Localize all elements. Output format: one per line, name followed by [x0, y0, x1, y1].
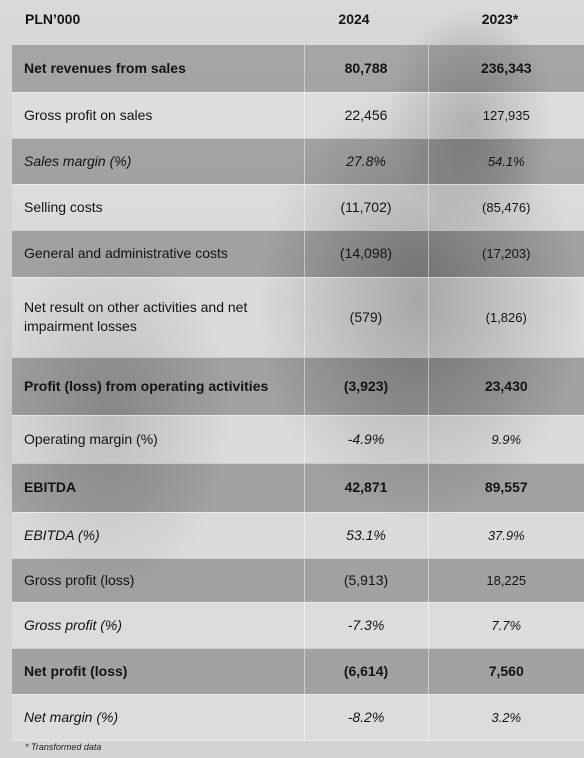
- value-2024: (579): [303, 277, 428, 358]
- row-label: Net margin (%): [12, 694, 304, 741]
- row-label: Sales margin (%): [12, 138, 304, 185]
- row-label: EBITDA (%): [12, 512, 304, 559]
- value-2023: 23,430: [427, 357, 584, 416]
- footnote: * Transformed data: [25, 742, 102, 752]
- value-2024: (5,913): [303, 558, 428, 603]
- table-row: Gross profit (loss) (5,913) 18,225: [12, 558, 584, 603]
- row-label: Net revenues from sales: [12, 45, 304, 93]
- value-2024: 80,788: [303, 45, 428, 93]
- row-label: Gross profit (%): [12, 602, 304, 649]
- value-2023: 3.2%: [427, 694, 584, 741]
- table-row: Net profit (loss) (6,614) 7,560: [12, 648, 584, 695]
- value-2023: 236,343: [427, 45, 584, 93]
- value-2023: 37.9%: [427, 512, 584, 559]
- table-row: Selling costs (11,702) (85,476): [12, 184, 584, 231]
- value-2024: (3,923): [303, 357, 428, 416]
- table-row: EBITDA 42,871 89,557: [12, 463, 584, 513]
- header-2023: 2023*: [481, 11, 519, 27]
- value-2023: 9.9%: [427, 415, 584, 464]
- row-label: General and administrative costs: [12, 230, 304, 278]
- value-2024: 22,456: [303, 92, 428, 139]
- value-2023: 7.7%: [427, 602, 584, 649]
- header-2024: 2024: [338, 11, 370, 27]
- row-label: Selling costs: [12, 184, 304, 231]
- value-2024: 27.8%: [303, 138, 428, 185]
- financial-table: Net revenues from sales 80,788 236,343 G…: [12, 45, 584, 741]
- value-2023: 54.1%: [427, 138, 584, 185]
- table-row: Net revenues from sales 80,788 236,343: [12, 45, 584, 93]
- header-unit-label: PLN’000: [25, 11, 81, 27]
- table-header: PLN’000 2024 2023*: [0, 0, 584, 38]
- table-row: Net margin (%) -8.2% 3.2%: [12, 694, 584, 741]
- value-2024: -4.9%: [303, 415, 428, 464]
- value-2024: (6,614): [303, 648, 428, 695]
- value-2024: (11,702): [303, 184, 428, 231]
- table-row: Net result on other activities and net i…: [12, 277, 584, 358]
- value-2023: (17,203): [427, 230, 584, 278]
- value-2023: (85,476): [427, 184, 584, 231]
- table-row: Sales margin (%) 27.8% 54.1%: [12, 138, 584, 185]
- table-row: General and administrative costs (14,098…: [12, 230, 584, 278]
- value-2024: 53.1%: [303, 512, 428, 559]
- row-label: Gross profit (loss): [12, 558, 304, 603]
- row-label: Gross profit on sales: [12, 92, 304, 139]
- value-2024: (14,098): [303, 230, 428, 278]
- row-label: Net profit (loss): [12, 648, 304, 695]
- value-2023: 89,557: [427, 463, 584, 513]
- value-2023: 18,225: [427, 558, 584, 603]
- value-2024: -7.3%: [303, 602, 428, 649]
- value-2023: 127,935: [427, 92, 584, 139]
- table-row: Profit (loss) from operating activities …: [12, 357, 584, 416]
- value-2024: -8.2%: [303, 694, 428, 741]
- row-label: Profit (loss) from operating activities: [12, 357, 304, 416]
- table-row: Gross profit (%) -7.3% 7.7%: [12, 602, 584, 649]
- row-label: EBITDA: [12, 463, 304, 513]
- table-row: Gross profit on sales 22,456 127,935: [12, 92, 584, 139]
- row-label: Net result on other activities and net i…: [12, 277, 304, 358]
- table-row: Operating margin (%) -4.9% 9.9%: [12, 415, 584, 464]
- value-2023: (1,826): [427, 277, 584, 358]
- row-label: Operating margin (%): [12, 415, 304, 464]
- value-2024: 42,871: [303, 463, 428, 513]
- value-2023: 7,560: [427, 648, 584, 695]
- table-row: EBITDA (%) 53.1% 37.9%: [12, 512, 584, 559]
